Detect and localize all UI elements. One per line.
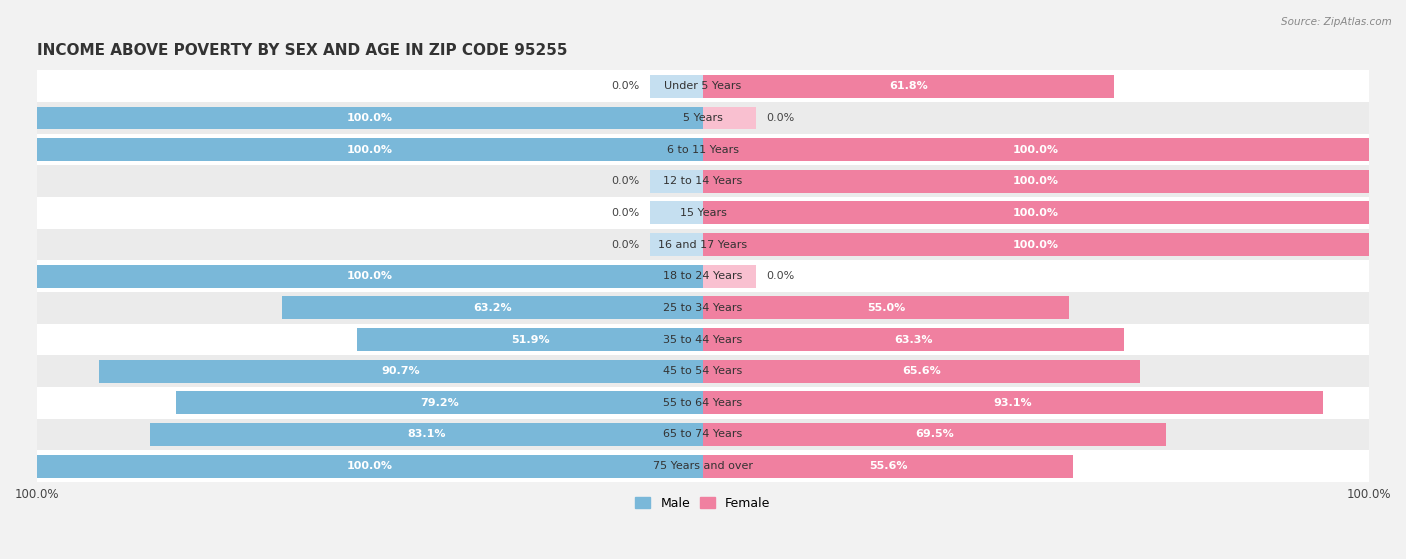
Bar	[703, 296, 1069, 319]
Bar	[37, 356, 1369, 387]
Bar	[37, 107, 703, 129]
Bar	[37, 292, 1369, 324]
Text: 0.0%: 0.0%	[612, 240, 640, 249]
Legend: Male, Female: Male, Female	[630, 491, 776, 515]
Text: 45 to 54 Years: 45 to 54 Years	[664, 366, 742, 376]
Text: 5 Years: 5 Years	[683, 113, 723, 123]
Text: 55 to 64 Years: 55 to 64 Years	[664, 398, 742, 408]
Bar	[703, 170, 1369, 193]
Bar	[37, 229, 1369, 260]
Bar	[37, 455, 703, 477]
Text: 55.0%: 55.0%	[868, 303, 905, 313]
Bar	[37, 70, 1369, 102]
Bar	[283, 296, 703, 319]
Text: 63.2%: 63.2%	[474, 303, 512, 313]
Text: 0.0%: 0.0%	[766, 113, 794, 123]
Text: 51.9%: 51.9%	[510, 334, 550, 344]
Bar	[650, 170, 703, 193]
Bar	[37, 165, 1369, 197]
Text: Under 5 Years: Under 5 Years	[665, 81, 741, 91]
Text: 65 to 74 Years: 65 to 74 Years	[664, 429, 742, 439]
Text: 55.6%: 55.6%	[869, 461, 907, 471]
Text: 0.0%: 0.0%	[612, 176, 640, 186]
Text: 35 to 44 Years: 35 to 44 Years	[664, 334, 742, 344]
Text: 16 and 17 Years: 16 and 17 Years	[658, 240, 748, 249]
Text: 100.0%: 100.0%	[1012, 240, 1059, 249]
Bar	[150, 423, 703, 446]
Bar	[650, 233, 703, 256]
Bar	[357, 328, 703, 351]
Text: 93.1%: 93.1%	[994, 398, 1032, 408]
Bar	[703, 423, 1166, 446]
Text: 25 to 34 Years: 25 to 34 Years	[664, 303, 742, 313]
Text: 63.3%: 63.3%	[894, 334, 934, 344]
Bar	[37, 451, 1369, 482]
Text: INCOME ABOVE POVERTY BY SEX AND AGE IN ZIP CODE 95255: INCOME ABOVE POVERTY BY SEX AND AGE IN Z…	[37, 43, 568, 58]
Text: 0.0%: 0.0%	[612, 208, 640, 218]
Text: 61.8%: 61.8%	[890, 81, 928, 91]
Bar	[703, 201, 1369, 224]
Bar	[37, 324, 1369, 356]
Text: 100.0%: 100.0%	[347, 461, 394, 471]
Bar	[703, 455, 1073, 477]
Text: 15 Years: 15 Years	[679, 208, 727, 218]
Bar	[37, 265, 703, 287]
Bar	[37, 419, 1369, 451]
Bar	[37, 102, 1369, 134]
Text: 75 Years and over: 75 Years and over	[652, 461, 754, 471]
Text: 0.0%: 0.0%	[766, 271, 794, 281]
Bar	[703, 75, 1115, 98]
Text: 83.1%: 83.1%	[408, 429, 446, 439]
Bar	[176, 391, 703, 414]
Bar	[37, 260, 1369, 292]
Bar	[37, 197, 1369, 229]
Text: 6 to 11 Years: 6 to 11 Years	[666, 145, 740, 155]
Bar	[703, 107, 756, 129]
Text: 100.0%: 100.0%	[347, 113, 394, 123]
Bar	[100, 360, 703, 382]
Bar	[703, 138, 1369, 161]
Text: 100.0%: 100.0%	[1012, 208, 1059, 218]
Text: 100.0%: 100.0%	[347, 271, 394, 281]
Text: 12 to 14 Years: 12 to 14 Years	[664, 176, 742, 186]
Bar	[37, 387, 1369, 419]
Text: Source: ZipAtlas.com: Source: ZipAtlas.com	[1281, 17, 1392, 27]
Bar	[703, 360, 1140, 382]
Text: 100.0%: 100.0%	[1012, 176, 1059, 186]
Bar	[37, 138, 703, 161]
Text: 100.0%: 100.0%	[1012, 145, 1059, 155]
Text: 65.6%: 65.6%	[903, 366, 941, 376]
Text: 100.0%: 100.0%	[347, 145, 394, 155]
Text: 0.0%: 0.0%	[612, 81, 640, 91]
Bar	[650, 201, 703, 224]
Bar	[703, 391, 1323, 414]
Text: 79.2%: 79.2%	[420, 398, 458, 408]
Bar	[703, 265, 756, 287]
Text: 69.5%: 69.5%	[915, 429, 953, 439]
Bar	[703, 233, 1369, 256]
Text: 90.7%: 90.7%	[382, 366, 420, 376]
Text: 18 to 24 Years: 18 to 24 Years	[664, 271, 742, 281]
Bar	[650, 75, 703, 98]
Bar	[37, 134, 1369, 165]
Bar	[703, 328, 1125, 351]
